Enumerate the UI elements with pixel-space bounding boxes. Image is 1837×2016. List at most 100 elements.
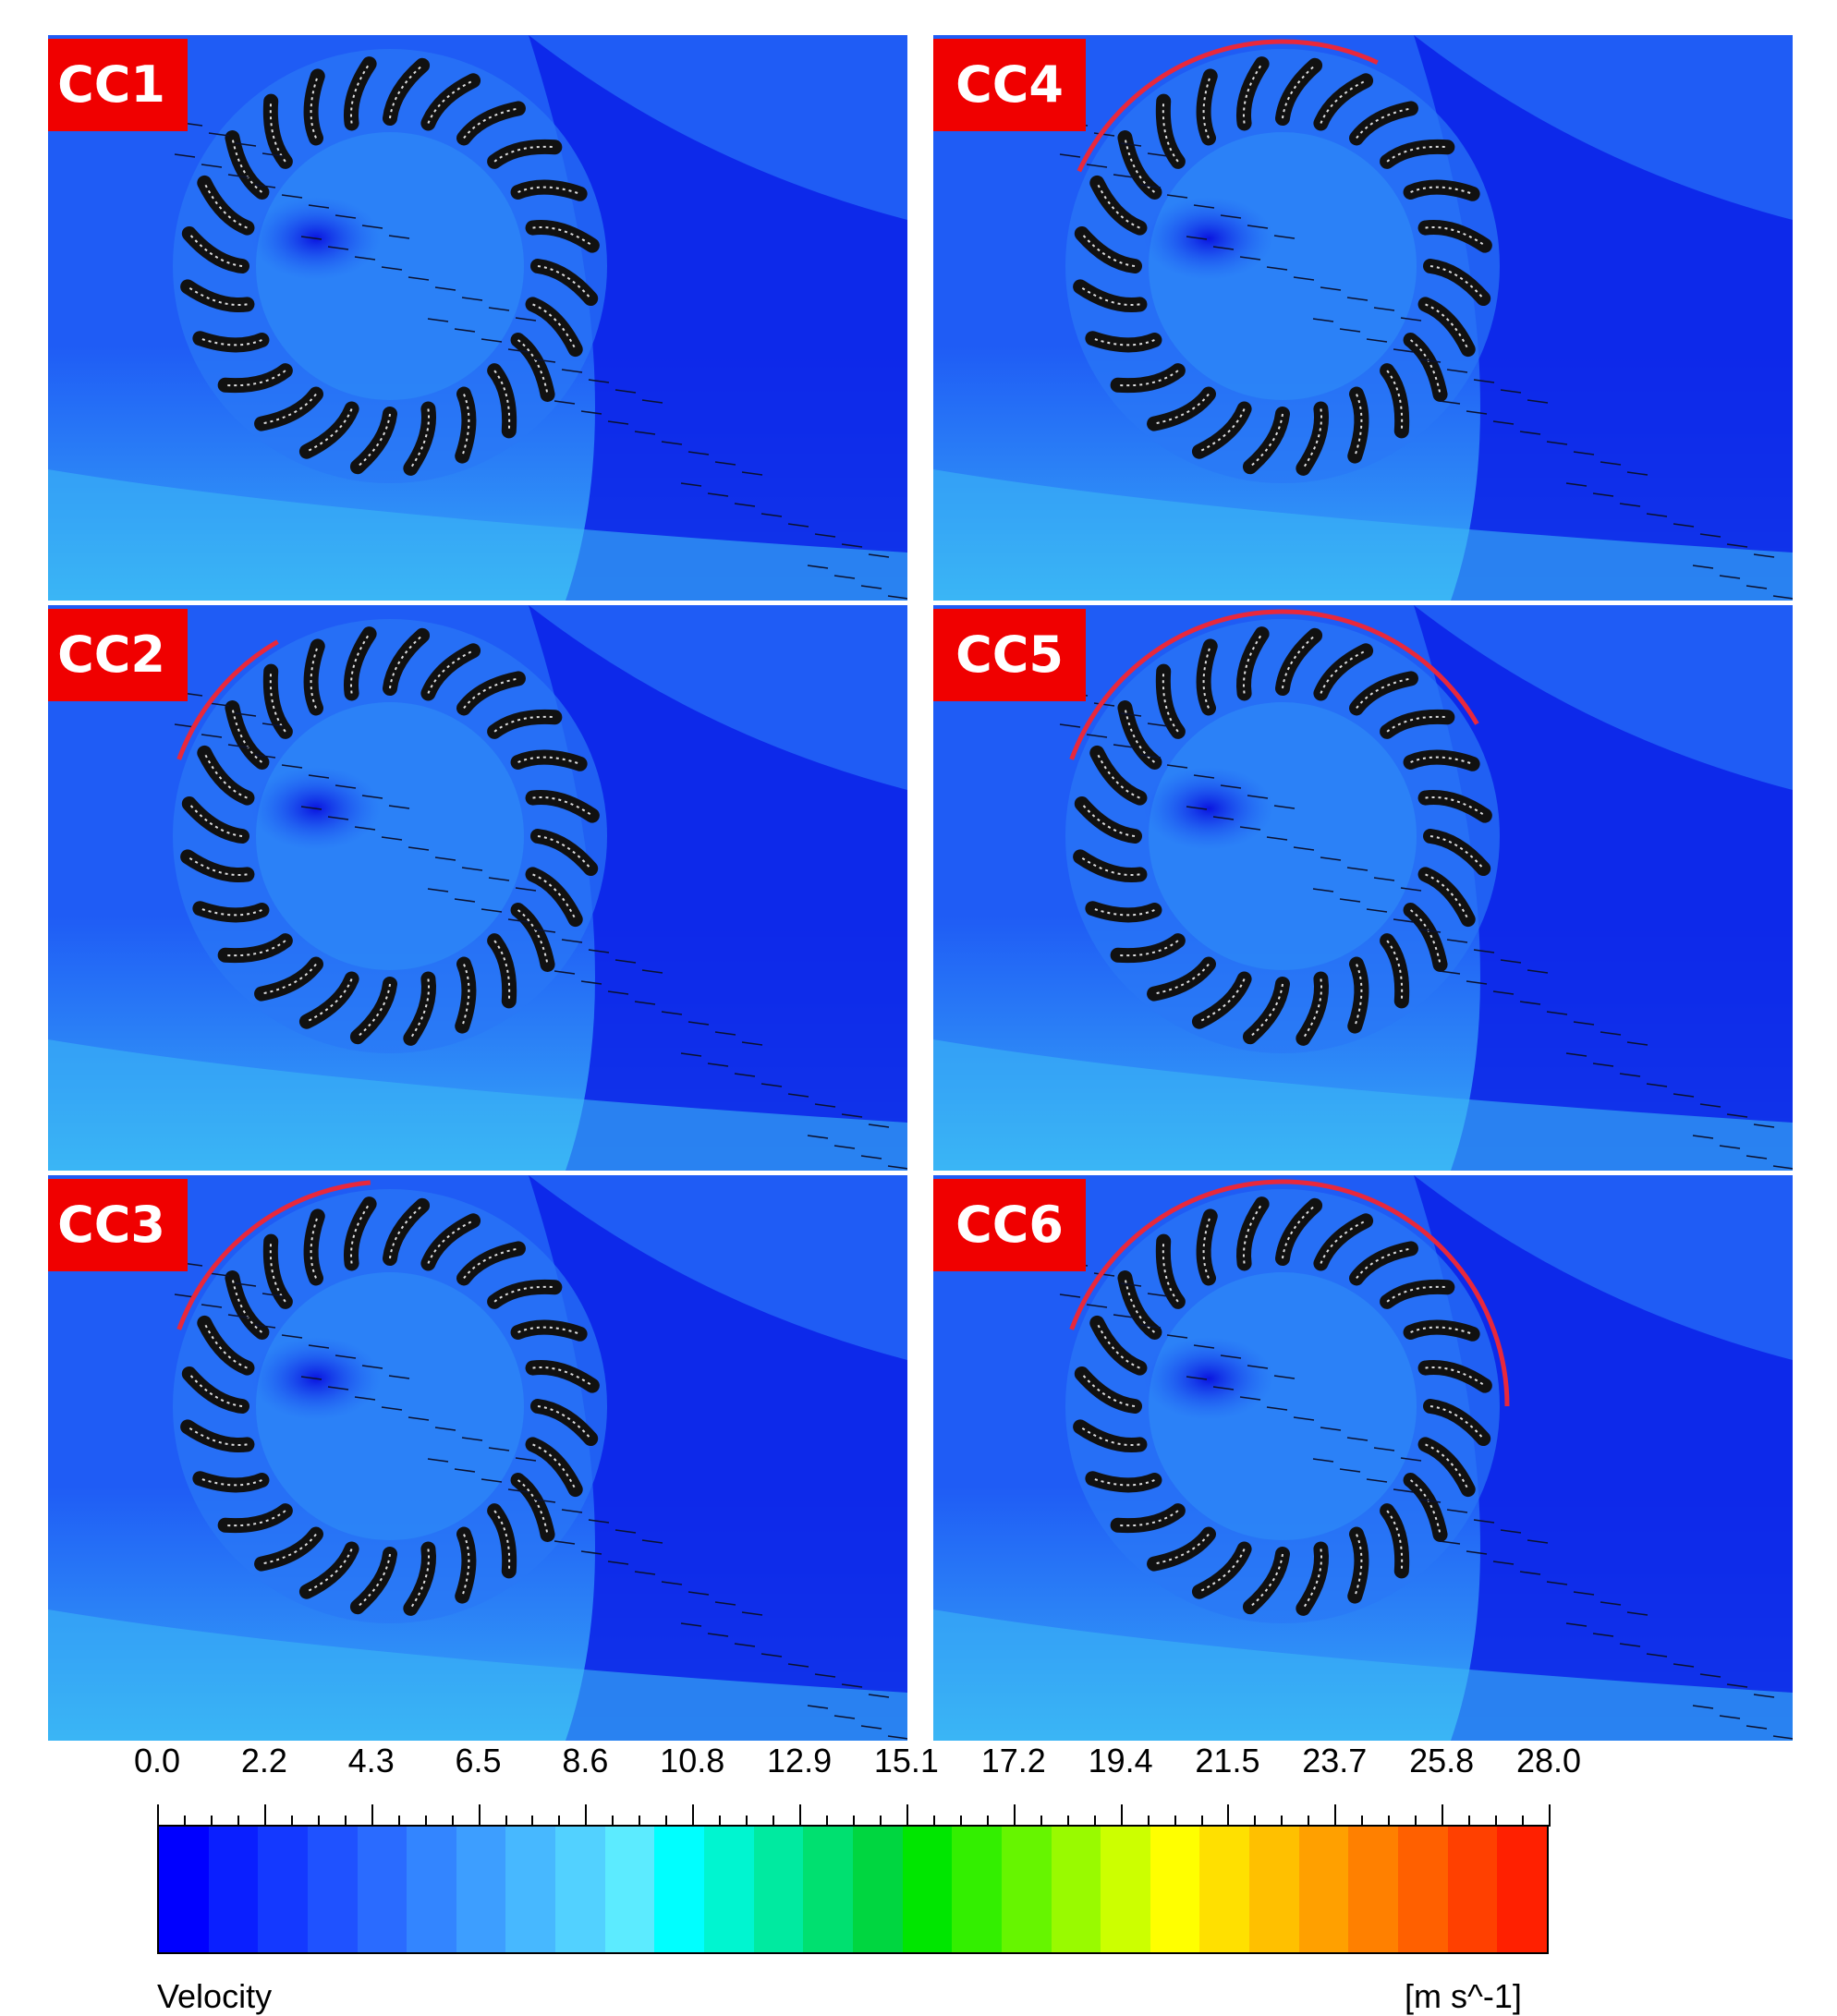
- rotor-blade: [1296, 401, 1329, 476]
- tick-mark: [1013, 1804, 1016, 1827]
- tick-mark: [692, 1804, 695, 1827]
- tick-mark: [826, 1816, 829, 1827]
- rotor-blade: [525, 220, 600, 253]
- tick-mark: [1066, 1816, 1069, 1827]
- tick-mark: [1227, 1804, 1230, 1827]
- rotor-blade: [254, 386, 323, 431]
- rotor-blade: [1417, 297, 1476, 358]
- rotor-blade: [1403, 333, 1448, 402]
- tick-mark: [397, 1816, 400, 1827]
- tick-mark: [1361, 1816, 1364, 1827]
- colorbar-band: [1001, 1827, 1052, 1952]
- colorbar-band: [307, 1827, 358, 1952]
- rotor-blade: [217, 363, 293, 394]
- rotor-blade: [303, 638, 325, 716]
- velocity-contour-plot: [48, 1175, 907, 1741]
- colorbar-band: [753, 1827, 804, 1952]
- rotor-blade: [181, 795, 249, 844]
- tick-label: 6.5: [455, 1742, 502, 1779]
- rotor-blade: [403, 1541, 436, 1616]
- tick-label: 23.7: [1302, 1742, 1368, 1779]
- rotor-blade: [225, 700, 270, 770]
- velocity-panel-cc1: CC1: [48, 35, 907, 601]
- rotor-blade: [225, 130, 270, 200]
- tick-label: 10.8: [660, 1742, 725, 1779]
- colorbar-band: [456, 1827, 506, 1952]
- rotor-blade: [192, 331, 270, 353]
- rotor-blade: [530, 1399, 599, 1447]
- velocity-contour-plot: [48, 605, 907, 1171]
- rotor-blade: [344, 56, 377, 131]
- tick-mark: [986, 1816, 989, 1827]
- panel-label: CC4: [933, 39, 1086, 131]
- tick-mark: [1415, 1816, 1417, 1827]
- tick-mark: [1308, 1816, 1310, 1827]
- rotor-blade: [1347, 1526, 1369, 1604]
- rotor-blade: [1089, 1315, 1148, 1376]
- tick-mark: [451, 1816, 454, 1827]
- tick-mark: [371, 1804, 373, 1827]
- rotor-blade: [403, 401, 436, 476]
- rotor-blade: [254, 1526, 323, 1572]
- tick-mark: [478, 1804, 481, 1827]
- rotor-blade: [1236, 1196, 1270, 1271]
- tick-mark: [1281, 1816, 1283, 1827]
- rotor-blade: [1196, 1208, 1218, 1286]
- tick-mark: [959, 1816, 962, 1827]
- tick-mark: [290, 1816, 293, 1827]
- wake-region: [1414, 35, 1793, 601]
- velocity-panel-cc2: CC2: [48, 605, 907, 1171]
- rotor-blade: [1089, 175, 1148, 236]
- rotor-blade: [510, 903, 555, 972]
- colorbar-band: [208, 1827, 259, 1952]
- rotor-blade: [1110, 933, 1186, 964]
- tick-mark: [665, 1816, 668, 1827]
- rotor-blade: [1085, 331, 1162, 353]
- rotor-blade: [487, 1279, 563, 1309]
- rotor-blade: [510, 1473, 555, 1542]
- rotor-blade: [383, 627, 431, 696]
- colorbar-band: [1199, 1827, 1250, 1952]
- colorbar-band: [852, 1827, 903, 1952]
- tick-label: 8.6: [562, 1742, 609, 1779]
- rotor-blade: [1417, 1360, 1492, 1393]
- rotor-blade: [525, 297, 583, 358]
- rotor-blade: [181, 225, 249, 273]
- velocity-contour-plot: [48, 35, 907, 601]
- rotor-blade: [1347, 956, 1369, 1034]
- rotor-blade: [298, 401, 359, 459]
- rotor-blade: [180, 849, 255, 882]
- colorbar-band: [505, 1827, 556, 1952]
- tick-label: 17.2: [980, 1742, 1046, 1779]
- rotor-blade: [1191, 401, 1252, 459]
- colorbar-band: [1447, 1827, 1498, 1952]
- rotor-blade: [487, 139, 563, 169]
- rotor-blade: [1147, 1526, 1216, 1572]
- rotor-blade: [525, 1360, 600, 1393]
- rotor-blade: [1403, 1319, 1480, 1342]
- tick-mark: [746, 1816, 748, 1827]
- rotor-blade: [1380, 1503, 1410, 1579]
- rotor-blade: [1196, 68, 1218, 146]
- panel-label: CC1: [48, 39, 188, 131]
- rotor-blade: [456, 671, 526, 716]
- rotor-blade: [383, 1197, 431, 1266]
- rotor-blade: [1155, 1233, 1186, 1309]
- tick-mark: [263, 1804, 266, 1827]
- tick-label: 19.4: [1088, 1742, 1153, 1779]
- tick-label: 25.8: [1409, 1742, 1475, 1779]
- rotor-blade: [1417, 790, 1492, 823]
- tick-mark: [932, 1816, 935, 1827]
- wake-region: [529, 35, 907, 601]
- wake-region: [529, 1175, 907, 1741]
- tick-mark: [424, 1816, 427, 1827]
- tick-mark: [853, 1816, 855, 1827]
- tick-mark: [1147, 1816, 1150, 1827]
- tick-mark: [1200, 1816, 1203, 1827]
- rotor-blade: [1110, 363, 1186, 394]
- colorbar-band: [1298, 1827, 1349, 1952]
- tick-mark: [531, 1816, 534, 1827]
- rotor-blade: [1380, 1279, 1455, 1309]
- colorbar-band: [902, 1827, 953, 1952]
- rotor-blade: [344, 626, 377, 701]
